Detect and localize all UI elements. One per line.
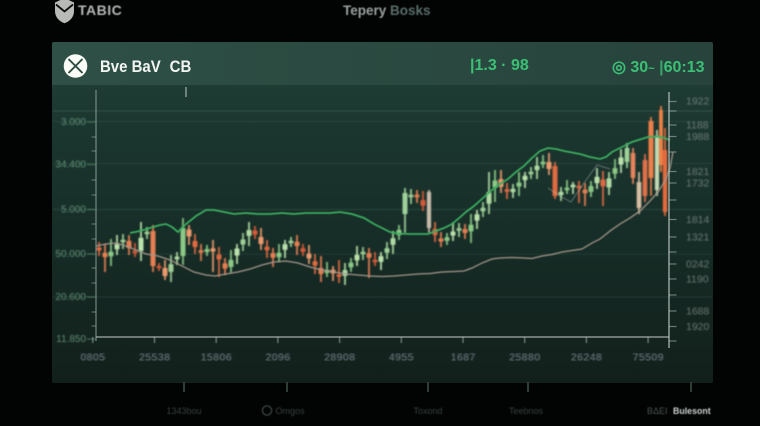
svg-text:Teebnos: Teebnos (509, 406, 544, 416)
svg-text:Omgos: Omgos (275, 406, 305, 416)
svg-text:Toxond: Toxond (413, 406, 442, 416)
svg-text:Bulesont: Bulesont (673, 406, 711, 416)
svg-text:1343bou: 1343bou (166, 406, 201, 416)
svg-text:BΔEI: BΔEI (647, 406, 668, 416)
